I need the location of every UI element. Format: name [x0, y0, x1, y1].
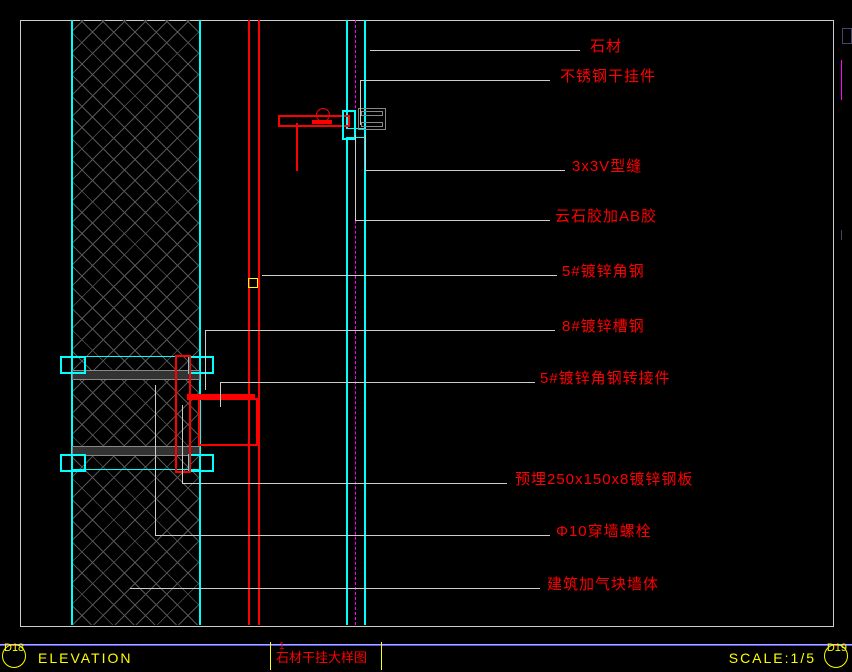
dim-mark — [248, 278, 258, 288]
edge-mark-1 — [842, 28, 852, 44]
embed-plate — [175, 355, 191, 473]
annotation-6: 5#镀锌角钢转接件 — [540, 367, 671, 388]
annotation-9: 建筑加气块墙体 — [547, 573, 659, 594]
connector-angle — [198, 398, 258, 446]
annotation-1: 不锈钢干挂件 — [560, 65, 656, 86]
leader-v-1 — [360, 80, 361, 125]
bolt-head-1 — [60, 356, 86, 374]
bolt-head-2 — [60, 454, 86, 472]
leader-h-6 — [220, 382, 535, 383]
title-cell — [270, 642, 382, 670]
tag-right: D19 — [827, 642, 847, 654]
tag-left: D18 — [4, 642, 24, 654]
leader-h-4 — [262, 275, 557, 276]
annotation-3: 云石胶加AB胶 — [555, 205, 657, 226]
edge-mark-2 — [841, 60, 852, 100]
clip-flange — [358, 108, 386, 130]
leader-h-9 — [130, 588, 540, 589]
annotation-2: 3x3V型缝 — [572, 155, 642, 176]
bolt-nut-2 — [188, 454, 214, 472]
leader-h-3 — [355, 220, 550, 221]
leader-v-3 — [355, 135, 356, 220]
leader-h-5 — [205, 330, 555, 331]
annotation-8: Φ10穿墙螺栓 — [556, 520, 652, 541]
leader-v-6 — [220, 382, 221, 407]
elevation-label: ELEVATION — [38, 650, 133, 666]
leader-h-2 — [365, 170, 565, 171]
cad-canvas: 石材不锈钢干挂件 3x3V型缝云石胶加AB胶 5#镀锌角钢 8#镀锌槽钢 5#镀锌角钢转… — [0, 0, 852, 672]
edge-mark-3 — [841, 230, 852, 240]
scale-label: SCALE:1/5 — [729, 650, 816, 666]
leader-v-7 — [182, 405, 183, 483]
leader-v-8 — [155, 385, 156, 535]
leader-h-8 — [155, 535, 550, 536]
leader-v-5 — [205, 330, 206, 390]
wall-edge-left — [71, 20, 73, 625]
bolt-plate — [312, 120, 332, 124]
bolt-nut-1 — [188, 356, 214, 374]
hanger-drop — [296, 123, 298, 171]
annotation-7: 预埋250x150x8镀锌钢板 — [515, 468, 693, 489]
annotation-4: 5#镀锌角钢 — [562, 260, 645, 281]
leader-h-0 — [370, 50, 580, 51]
leader-h-7 — [182, 483, 507, 484]
ss-clip — [342, 110, 356, 140]
connector-top — [187, 394, 255, 400]
annotation-0: 石材 — [590, 35, 622, 56]
leader-h-1 — [360, 80, 550, 81]
annotation-5: 8#镀锌槽钢 — [562, 315, 645, 336]
leader-v-2 — [365, 135, 366, 170]
